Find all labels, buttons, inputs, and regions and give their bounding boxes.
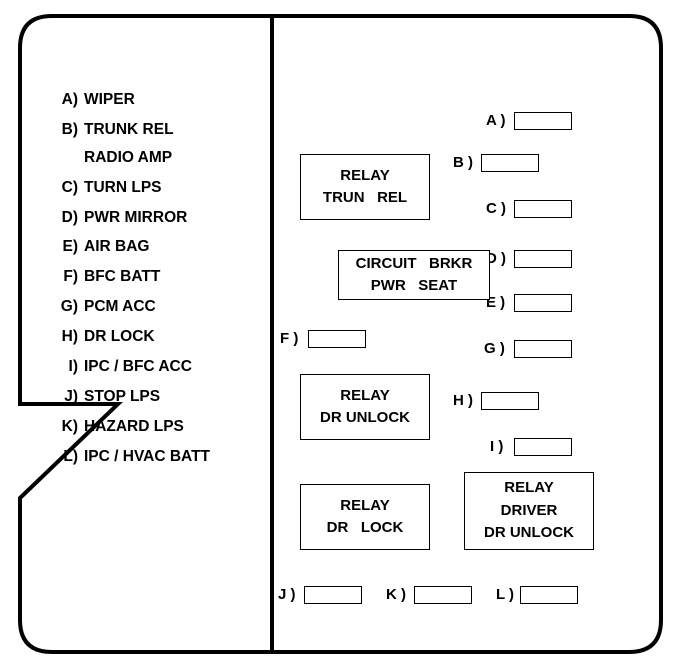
legend-key: H): [52, 323, 78, 351]
fuse-label-h: H ): [453, 392, 473, 409]
fuse-l: [520, 586, 578, 604]
fuse-label-k: K ): [386, 586, 406, 603]
legend-item: L)IPC / HVAC BATT: [52, 443, 210, 471]
fuse-label-b: B ): [453, 154, 473, 171]
legend-key: I): [52, 353, 78, 381]
fuse-g: [514, 340, 572, 358]
legend-key: E): [52, 233, 78, 261]
legend-label: HAZARD LPS: [84, 413, 184, 441]
legend-label: WIPER: [84, 86, 135, 114]
fuse-j: [304, 586, 362, 604]
legend-item: J)STOP LPS: [52, 383, 210, 411]
legend-label: PWR MIRROR: [84, 204, 187, 232]
legend-label: TURN LPS: [84, 174, 162, 202]
fuse-i: [514, 438, 572, 456]
fuse-f: [308, 330, 366, 348]
legend-key: C): [52, 174, 78, 202]
relay-driver-dr-unlock: RELAY DRIVER DR UNLOCK: [464, 472, 594, 550]
fuse-a: [514, 112, 572, 130]
legend-key: L): [52, 443, 78, 471]
fuse-e: [514, 294, 572, 312]
fuse-b: [481, 154, 539, 172]
fuse-label-a: A ): [486, 112, 505, 129]
legend-key: G): [52, 293, 78, 321]
relay-trunk-rel: RELAY TRUN REL: [300, 154, 430, 220]
legend-label: IPC / HVAC BATT: [84, 443, 210, 471]
legend-key: K): [52, 413, 78, 441]
legend-key: D): [52, 204, 78, 232]
legend-key: F): [52, 263, 78, 291]
legend-label: TRUNK REL RADIO AMP: [84, 116, 174, 172]
legend-item: E)AIR BAG: [52, 233, 210, 261]
legend-item: A)WIPER: [52, 86, 210, 114]
legend-item: G)PCM ACC: [52, 293, 210, 321]
legend-label: IPC / BFC ACC: [84, 353, 192, 381]
circuit-brkr-pwr-seat: CIRCUIT BRKR PWR SEAT: [338, 250, 490, 300]
legend-item: B)TRUNK REL RADIO AMP: [52, 116, 210, 172]
legend-item: K)HAZARD LPS: [52, 413, 210, 441]
legend-item: C)TURN LPS: [52, 174, 210, 202]
legend-key: A): [52, 86, 78, 114]
legend-key: B): [52, 116, 78, 144]
legend-item: D)PWR MIRROR: [52, 204, 210, 232]
fuse-label-f: F ): [280, 330, 298, 347]
legend-list: A)WIPERB)TRUNK REL RADIO AMPC)TURN LPSD)…: [52, 86, 210, 473]
legend-label: PCM ACC: [84, 293, 156, 321]
fuse-label-c: C ): [486, 200, 506, 217]
legend-item: H)DR LOCK: [52, 323, 210, 351]
fuse-c: [514, 200, 572, 218]
diagram-area: A )B )C )D )E )F )G )H )I )J )K )L )RELA…: [274, 14, 663, 654]
legend-item: I)IPC / BFC ACC: [52, 353, 210, 381]
relay-dr-lock: RELAY DR LOCK: [300, 484, 430, 550]
fuse-h: [481, 392, 539, 410]
fuse-label-l: L ): [496, 586, 514, 603]
fuse-label-j: J ): [278, 586, 296, 603]
relay-dr-unlock: RELAY DR UNLOCK: [300, 374, 430, 440]
legend-label: BFC BATT: [84, 263, 160, 291]
fuse-d: [514, 250, 572, 268]
legend-key: J): [52, 383, 78, 411]
fuse-label-i: I ): [490, 438, 503, 455]
fuse-k: [414, 586, 472, 604]
legend-item: F)BFC BATT: [52, 263, 210, 291]
fuse-panel: A)WIPERB)TRUNK REL RADIO AMPC)TURN LPSD)…: [18, 14, 663, 654]
legend-label: DR LOCK: [84, 323, 155, 351]
legend-label: STOP LPS: [84, 383, 160, 411]
legend-label: AIR BAG: [84, 233, 149, 261]
fuse-label-g: G ): [484, 340, 505, 357]
